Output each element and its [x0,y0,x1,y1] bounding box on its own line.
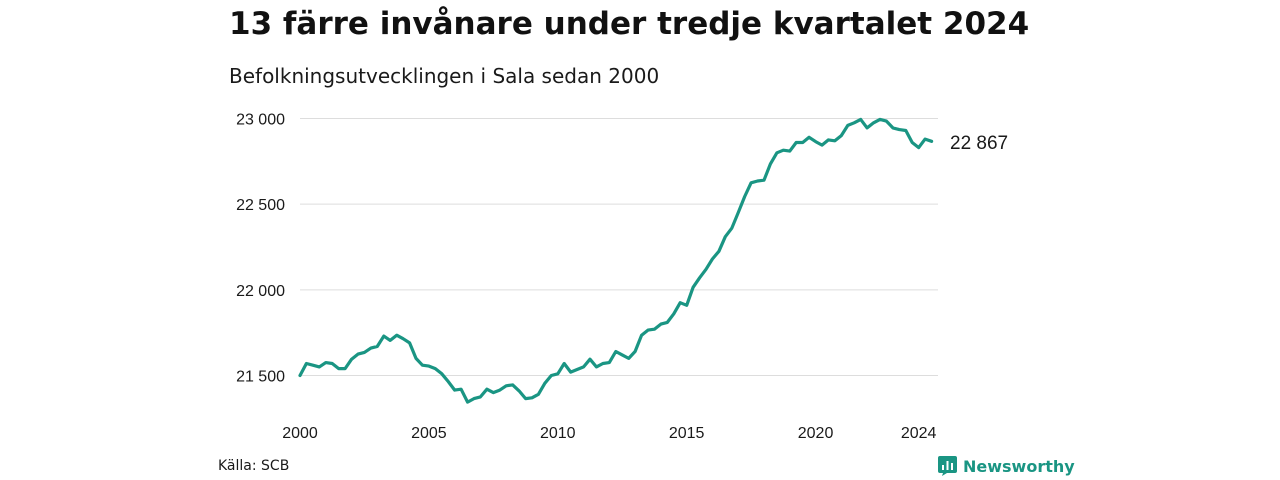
x-tick-label: 2020 [798,425,834,442]
y-tick-label: 21 500 [236,369,285,386]
newsworthy-logo-icon [938,456,957,476]
y-tick-label: 22 500 [236,197,285,214]
y-tick-label: 22 000 [236,283,285,300]
end-value-label: 22 867 [950,133,1008,154]
brand-logo[interactable]: Newsworthy [938,456,1075,476]
y-tick-label: 23 000 [236,112,285,129]
chart-subtitle: Befolkningsutvecklingen i Sala sedan 200… [229,64,660,88]
gridlines [300,118,938,376]
y-axis-ticks: 21 500 22 000 22 500 23 000 [236,112,285,386]
population-series-line [298,117,934,404]
x-tick-label: 2015 [669,425,705,442]
x-tick-label: 2010 [540,425,576,442]
source-label: Källa: SCB [218,458,290,474]
chart-title: 13 färre invånare under tredje kvartalet… [229,6,1030,42]
brand-name: Newsworthy [963,456,1075,476]
x-axis-ticks: 2000 2005 2010 2015 2020 2024 [282,425,936,442]
x-tick-label: 2000 [282,425,318,442]
x-tick-label: 2024 [901,425,937,442]
x-tick-label: 2005 [411,425,447,442]
